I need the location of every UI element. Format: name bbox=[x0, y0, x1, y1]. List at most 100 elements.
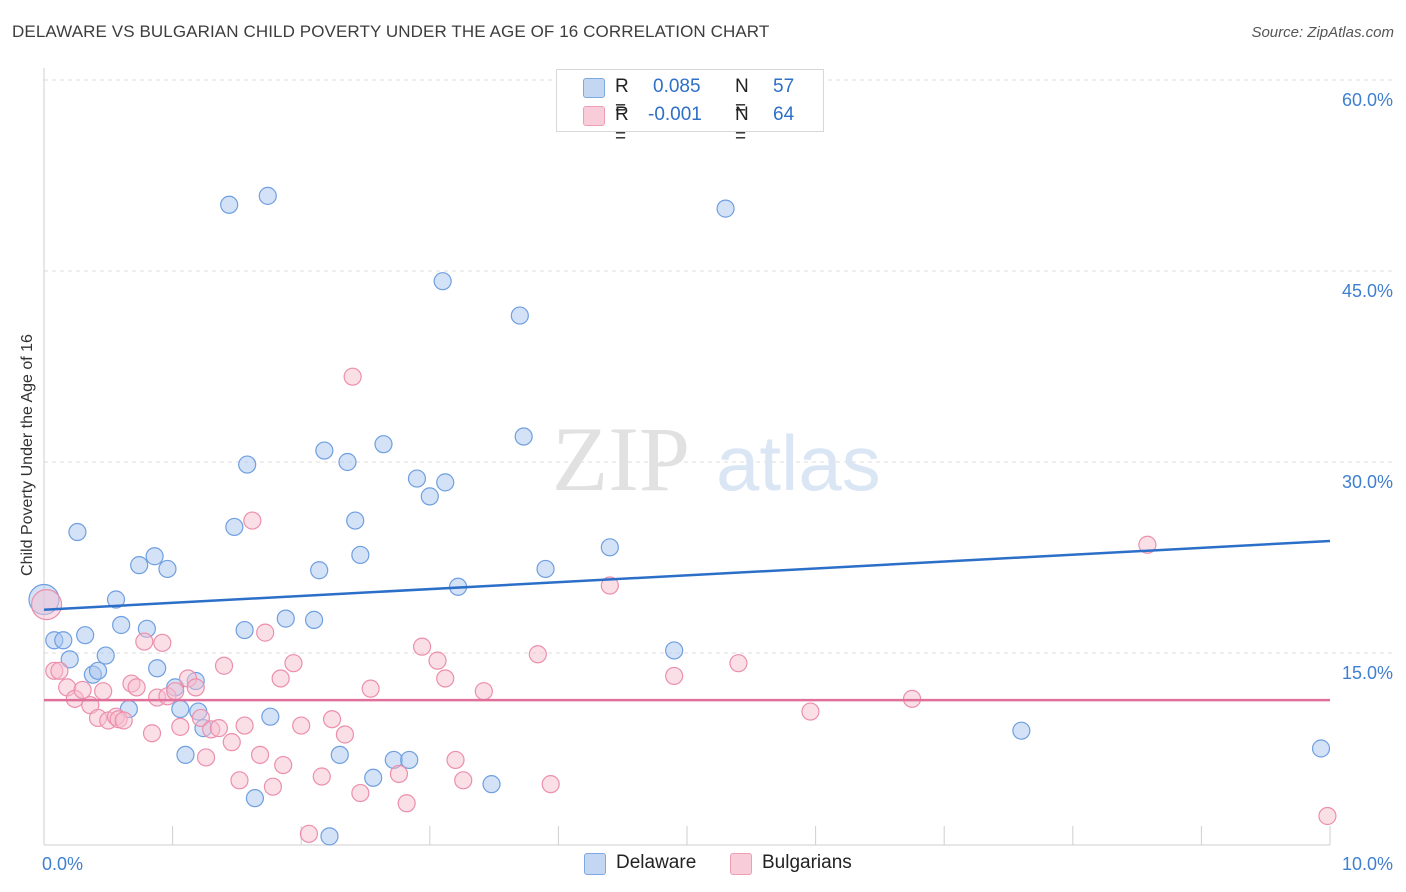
point-delaware bbox=[235, 620, 254, 640]
point-bulgarians bbox=[250, 745, 270, 764]
point-bulgarians bbox=[436, 669, 455, 688]
point-delaware bbox=[665, 641, 684, 660]
point-bulgarians bbox=[50, 661, 69, 680]
point-delaware bbox=[1012, 721, 1031, 740]
point-delaware bbox=[482, 775, 501, 794]
point-bulgarians bbox=[73, 680, 92, 700]
point-bulgarians bbox=[600, 576, 619, 595]
point-bulgarians bbox=[222, 733, 241, 752]
x-tick-label: 0.0% bbox=[42, 854, 83, 874]
point-bulgarians bbox=[230, 771, 249, 790]
point-delaware bbox=[420, 487, 439, 506]
point-bulgarians bbox=[801, 702, 820, 721]
y-tick-label: 45.0% bbox=[1342, 281, 1393, 301]
point-delaware bbox=[176, 745, 195, 764]
point-delaware bbox=[68, 522, 87, 542]
point-delaware bbox=[130, 556, 149, 575]
chart-source: Source: ZipAtlas.com bbox=[1251, 24, 1394, 41]
point-bulgarians bbox=[397, 794, 416, 813]
point-delaware bbox=[315, 441, 334, 460]
point-bulgarians bbox=[412, 637, 432, 656]
point-bulgarians bbox=[256, 623, 275, 642]
legend-r-value: -0.001 bbox=[648, 104, 702, 125]
point-delaware bbox=[54, 631, 73, 650]
series-name-delaware: Delaware bbox=[616, 852, 697, 873]
point-bulgarians bbox=[389, 764, 409, 784]
correlation-legend: R = 0.085 N = 57 R = -0.001 N = 64 bbox=[556, 69, 824, 147]
point-bulgarians bbox=[665, 666, 684, 686]
point-delaware bbox=[238, 455, 257, 474]
point-bulgarians bbox=[284, 654, 303, 673]
point-bulgarians bbox=[343, 367, 362, 386]
point-delaware bbox=[364, 768, 383, 787]
point-bulgarians bbox=[528, 645, 547, 664]
x-tick-label: 10.0% bbox=[1342, 854, 1393, 874]
point-delaware bbox=[346, 511, 365, 530]
watermark-zip: ZIP bbox=[552, 408, 690, 510]
point-delaware bbox=[171, 699, 190, 719]
point-delaware bbox=[338, 452, 357, 472]
legend-r-label: R = bbox=[615, 104, 629, 147]
trend-lines bbox=[43, 539, 1331, 702]
point-bulgarians bbox=[1138, 535, 1157, 554]
legend-swatch-bulgarians bbox=[583, 106, 605, 126]
point-bulgarians bbox=[171, 717, 190, 736]
tick-labels: 15.0% 30.0% 45.0% 60.0% 0.0% 10.0% bbox=[42, 90, 1393, 874]
y-tick-label: 30.0% bbox=[1342, 472, 1393, 492]
watermark: ZIP atlas bbox=[552, 408, 881, 510]
point-bulgarians bbox=[428, 651, 447, 670]
point-bulgarians bbox=[335, 725, 355, 744]
point-bulgarians bbox=[243, 511, 262, 530]
point-bulgarians bbox=[541, 775, 560, 794]
point-bulgarians bbox=[1318, 806, 1337, 826]
point-delaware bbox=[514, 427, 533, 446]
data-points bbox=[28, 186, 1337, 846]
point-delaware bbox=[225, 517, 244, 537]
point-bulgarians bbox=[729, 654, 748, 673]
point-bulgarians bbox=[235, 716, 254, 735]
point-bulgarians bbox=[263, 777, 283, 796]
point-delaware bbox=[436, 473, 455, 492]
point-delaware bbox=[258, 186, 277, 205]
point-bulgarians bbox=[191, 708, 210, 728]
point-bulgarians bbox=[186, 678, 205, 697]
series-swatch-delaware bbox=[584, 853, 606, 875]
chart-title: DELAWARE VS BULGARIAN CHILD POVERTY UNDE… bbox=[12, 22, 770, 41]
legend-r-value: 0.085 bbox=[653, 76, 701, 97]
point-bulgarians bbox=[361, 679, 380, 698]
point-bulgarians bbox=[135, 632, 154, 651]
point-delaware bbox=[276, 609, 295, 628]
point-delaware bbox=[1311, 739, 1331, 758]
point-delaware bbox=[433, 272, 452, 291]
point-delaware bbox=[261, 707, 280, 726]
point-bulgarians bbox=[322, 710, 342, 729]
legend-n-label: N = bbox=[735, 76, 749, 119]
axes bbox=[43, 68, 1331, 846]
legend-r-label: R = bbox=[615, 76, 629, 119]
point-delaware bbox=[320, 827, 339, 846]
series-name-bulgarians: Bulgarians bbox=[762, 852, 852, 873]
gridlines bbox=[44, 79, 1394, 654]
point-bulgarians bbox=[94, 682, 113, 701]
point-bulgarians bbox=[196, 748, 216, 767]
point-delaware bbox=[145, 547, 164, 566]
point-bulgarians bbox=[30, 589, 63, 621]
point-delaware bbox=[600, 538, 619, 557]
point-bulgarians bbox=[446, 750, 465, 770]
point-bulgarians bbox=[153, 633, 172, 652]
legend-swatch-delaware bbox=[583, 78, 605, 98]
point-delaware bbox=[88, 661, 108, 680]
point-delaware bbox=[536, 559, 555, 579]
point-delaware bbox=[220, 195, 239, 214]
point-delaware bbox=[716, 199, 735, 218]
watermark-atlas: atlas bbox=[716, 419, 881, 507]
point-delaware bbox=[60, 650, 79, 669]
point-delaware bbox=[106, 590, 126, 609]
y-tick-label: 60.0% bbox=[1342, 90, 1393, 110]
point-bulgarians bbox=[299, 824, 319, 843]
point-bulgarians bbox=[474, 682, 493, 701]
point-bulgarians bbox=[166, 682, 185, 701]
point-delaware bbox=[310, 561, 329, 580]
point-delaware bbox=[351, 545, 370, 565]
